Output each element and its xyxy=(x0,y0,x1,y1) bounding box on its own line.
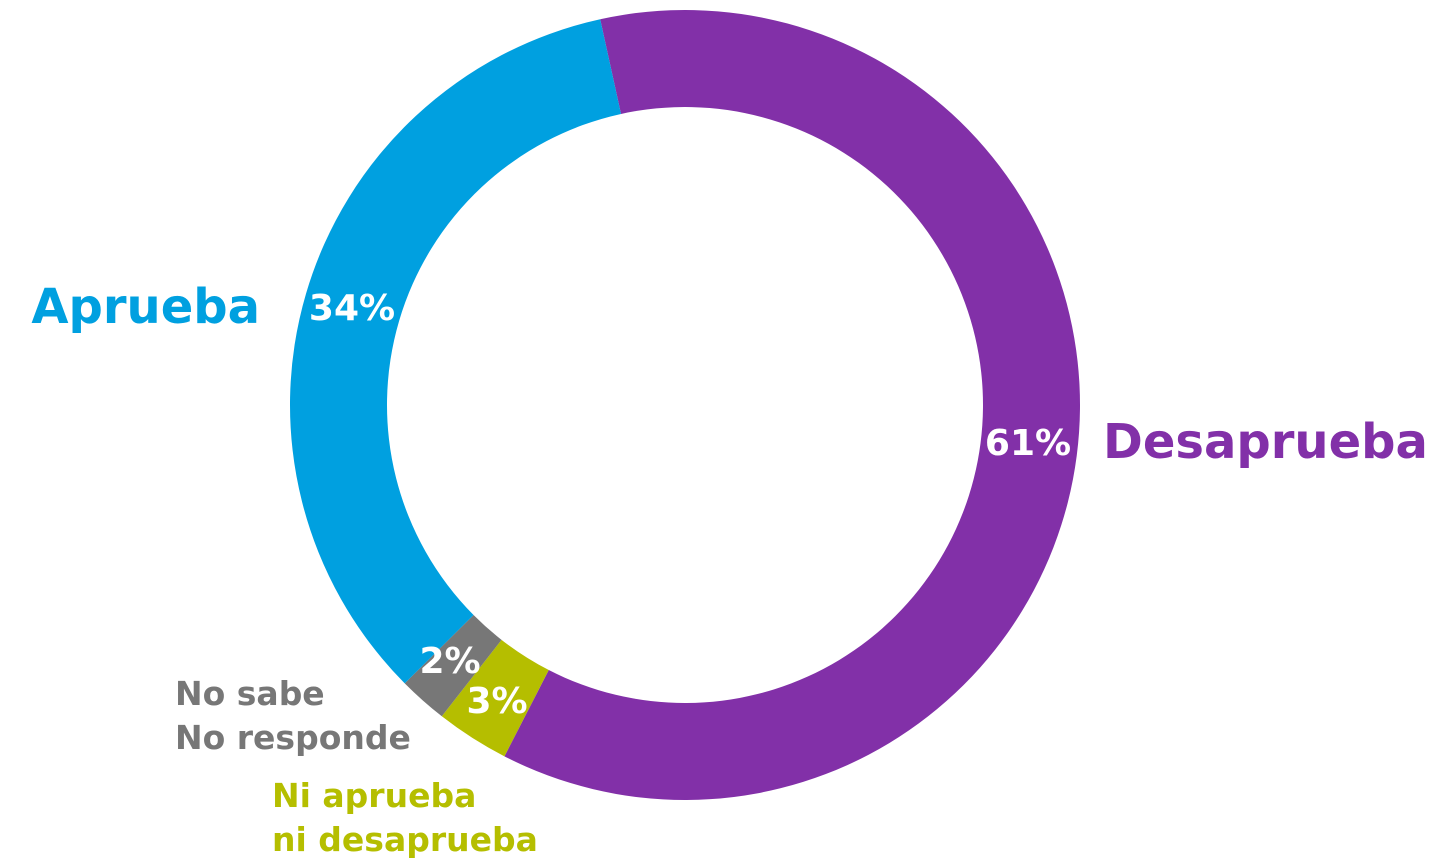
donut-segment xyxy=(504,9,1081,800)
donut-segment xyxy=(441,639,549,757)
value-label: 3% xyxy=(466,681,527,722)
donut-segment xyxy=(289,19,622,684)
category-label: No sabe No responde xyxy=(175,674,411,757)
value-label: 61% xyxy=(985,423,1071,464)
value-label: 2% xyxy=(419,641,480,682)
value-label: 34% xyxy=(309,288,395,329)
category-label: Desaprueba xyxy=(1103,414,1428,470)
category-label: Aprueba xyxy=(31,279,260,335)
category-label: Ni aprueba ni desaprueba xyxy=(272,776,538,859)
donut-segment xyxy=(404,614,502,717)
